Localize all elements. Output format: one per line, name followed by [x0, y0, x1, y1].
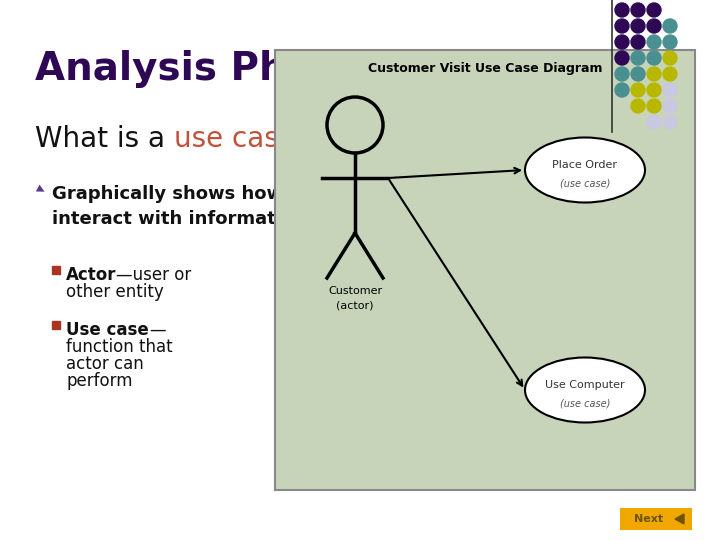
Text: Use Computer: Use Computer [545, 380, 625, 390]
Text: (actor): (actor) [336, 300, 374, 310]
Circle shape [631, 83, 645, 97]
Circle shape [663, 35, 677, 49]
Circle shape [615, 3, 629, 17]
Circle shape [631, 3, 645, 17]
Text: —: — [149, 321, 166, 339]
Circle shape [663, 115, 677, 129]
Circle shape [663, 83, 677, 97]
Text: function that: function that [66, 338, 173, 356]
Text: Analysis Phase: Analysis Phase [35, 50, 362, 88]
Circle shape [647, 35, 661, 49]
Text: ?: ? [420, 125, 435, 153]
Text: What is a: What is a [35, 125, 174, 153]
Circle shape [663, 19, 677, 33]
Text: Next: Next [634, 514, 663, 524]
Circle shape [647, 115, 661, 129]
Text: Actor: Actor [66, 266, 117, 284]
Circle shape [631, 67, 645, 81]
Text: other entity: other entity [66, 283, 163, 301]
Circle shape [647, 3, 661, 17]
Text: use case diagram: use case diagram [174, 125, 420, 153]
Circle shape [615, 35, 629, 49]
Circle shape [615, 51, 629, 65]
Circle shape [663, 67, 677, 81]
Text: actor can: actor can [66, 355, 144, 373]
Ellipse shape [525, 138, 645, 202]
Circle shape [631, 51, 645, 65]
Bar [52, 321, 60, 329]
Circle shape [615, 67, 629, 81]
Text: Use case: Use case [66, 321, 149, 339]
Circle shape [647, 19, 661, 33]
Circle shape [663, 51, 677, 65]
Text: perform: perform [66, 372, 132, 390]
Circle shape [631, 99, 645, 113]
Text: Graphically shows how actors
interact with information system: Graphically shows how actors interact wi… [52, 185, 386, 228]
Circle shape [631, 19, 645, 33]
Circle shape [631, 35, 645, 49]
Bar [52, 266, 60, 274]
Circle shape [647, 99, 661, 113]
Text: Customer Visit Use Case Diagram: Customer Visit Use Case Diagram [368, 62, 602, 75]
Bar [275, 50, 695, 490]
Circle shape [647, 83, 661, 97]
Text: (use case): (use case) [560, 178, 610, 188]
Text: Customer: Customer [328, 286, 382, 296]
Circle shape [663, 99, 677, 113]
Circle shape [615, 19, 629, 33]
Text: Place Order: Place Order [552, 160, 618, 170]
Circle shape [647, 67, 661, 81]
Circle shape [647, 51, 661, 65]
Circle shape [615, 83, 629, 97]
Ellipse shape [525, 357, 645, 422]
Polygon shape [675, 514, 684, 524]
Bar [620, 508, 692, 530]
Text: —user or: —user or [117, 266, 192, 284]
Text: (use case): (use case) [560, 398, 610, 408]
